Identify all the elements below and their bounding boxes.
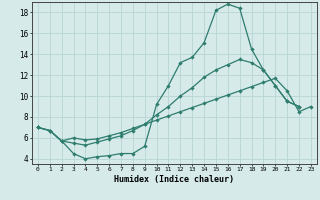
X-axis label: Humidex (Indice chaleur): Humidex (Indice chaleur) xyxy=(115,175,234,184)
